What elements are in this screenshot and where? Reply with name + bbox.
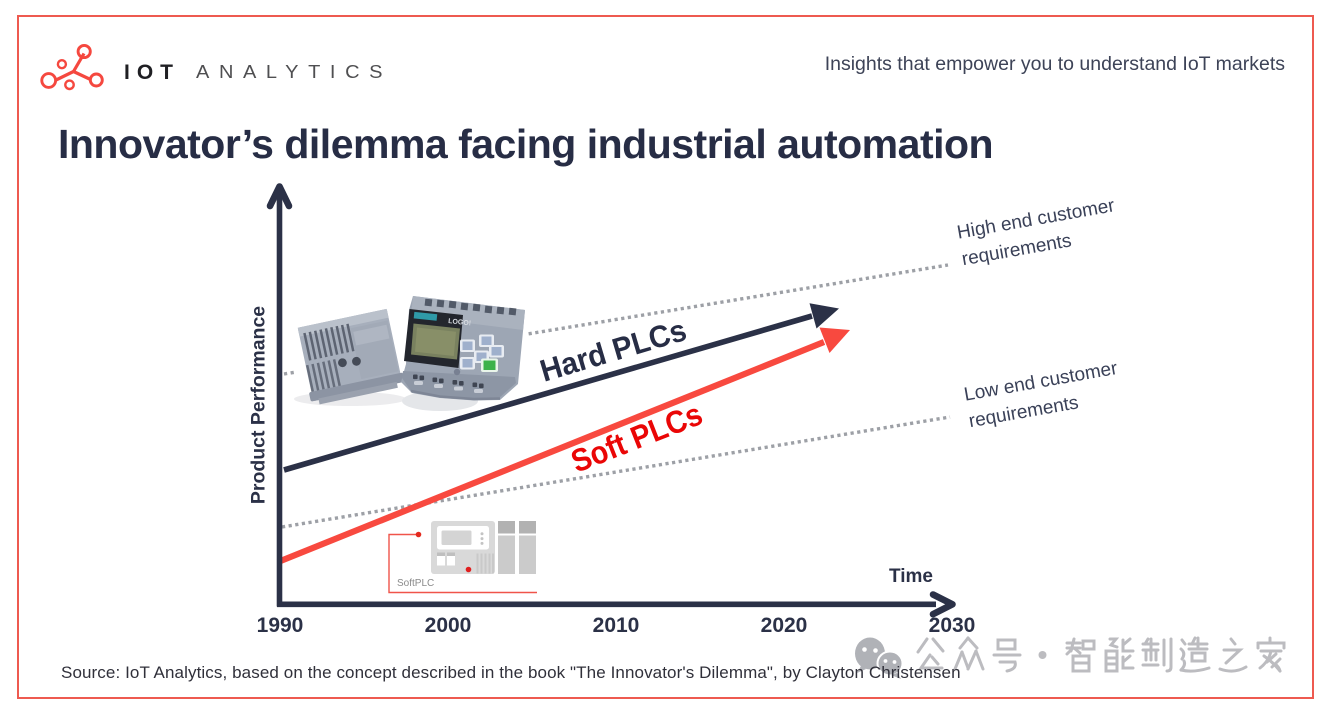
svg-text:LOGO!: LOGO!	[448, 318, 472, 327]
svg-text:SoftPLC: SoftPLC	[397, 578, 434, 589]
